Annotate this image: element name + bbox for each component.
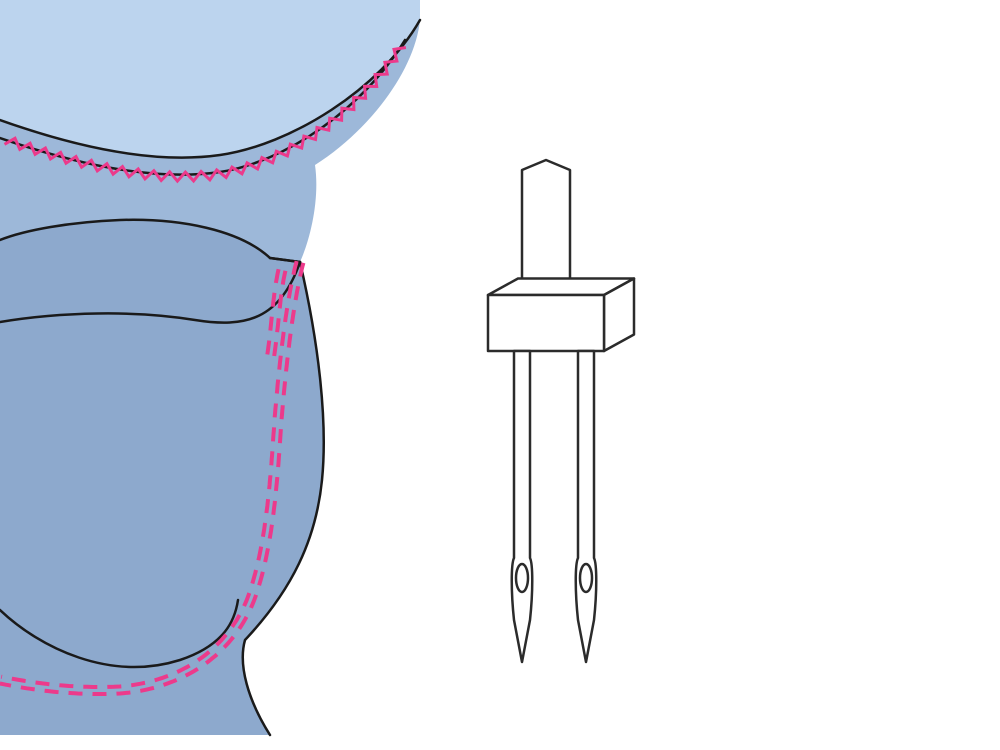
twin-needle xyxy=(488,160,634,662)
needle-block-front xyxy=(488,295,604,351)
needle-eye-right xyxy=(580,564,592,592)
needle-left xyxy=(512,351,533,662)
fabric-top-panel xyxy=(0,0,420,158)
needle-shank xyxy=(522,160,570,295)
sewing-diagram xyxy=(0,0,1000,750)
needle-eye-left xyxy=(516,564,528,592)
needle-right xyxy=(576,351,597,662)
